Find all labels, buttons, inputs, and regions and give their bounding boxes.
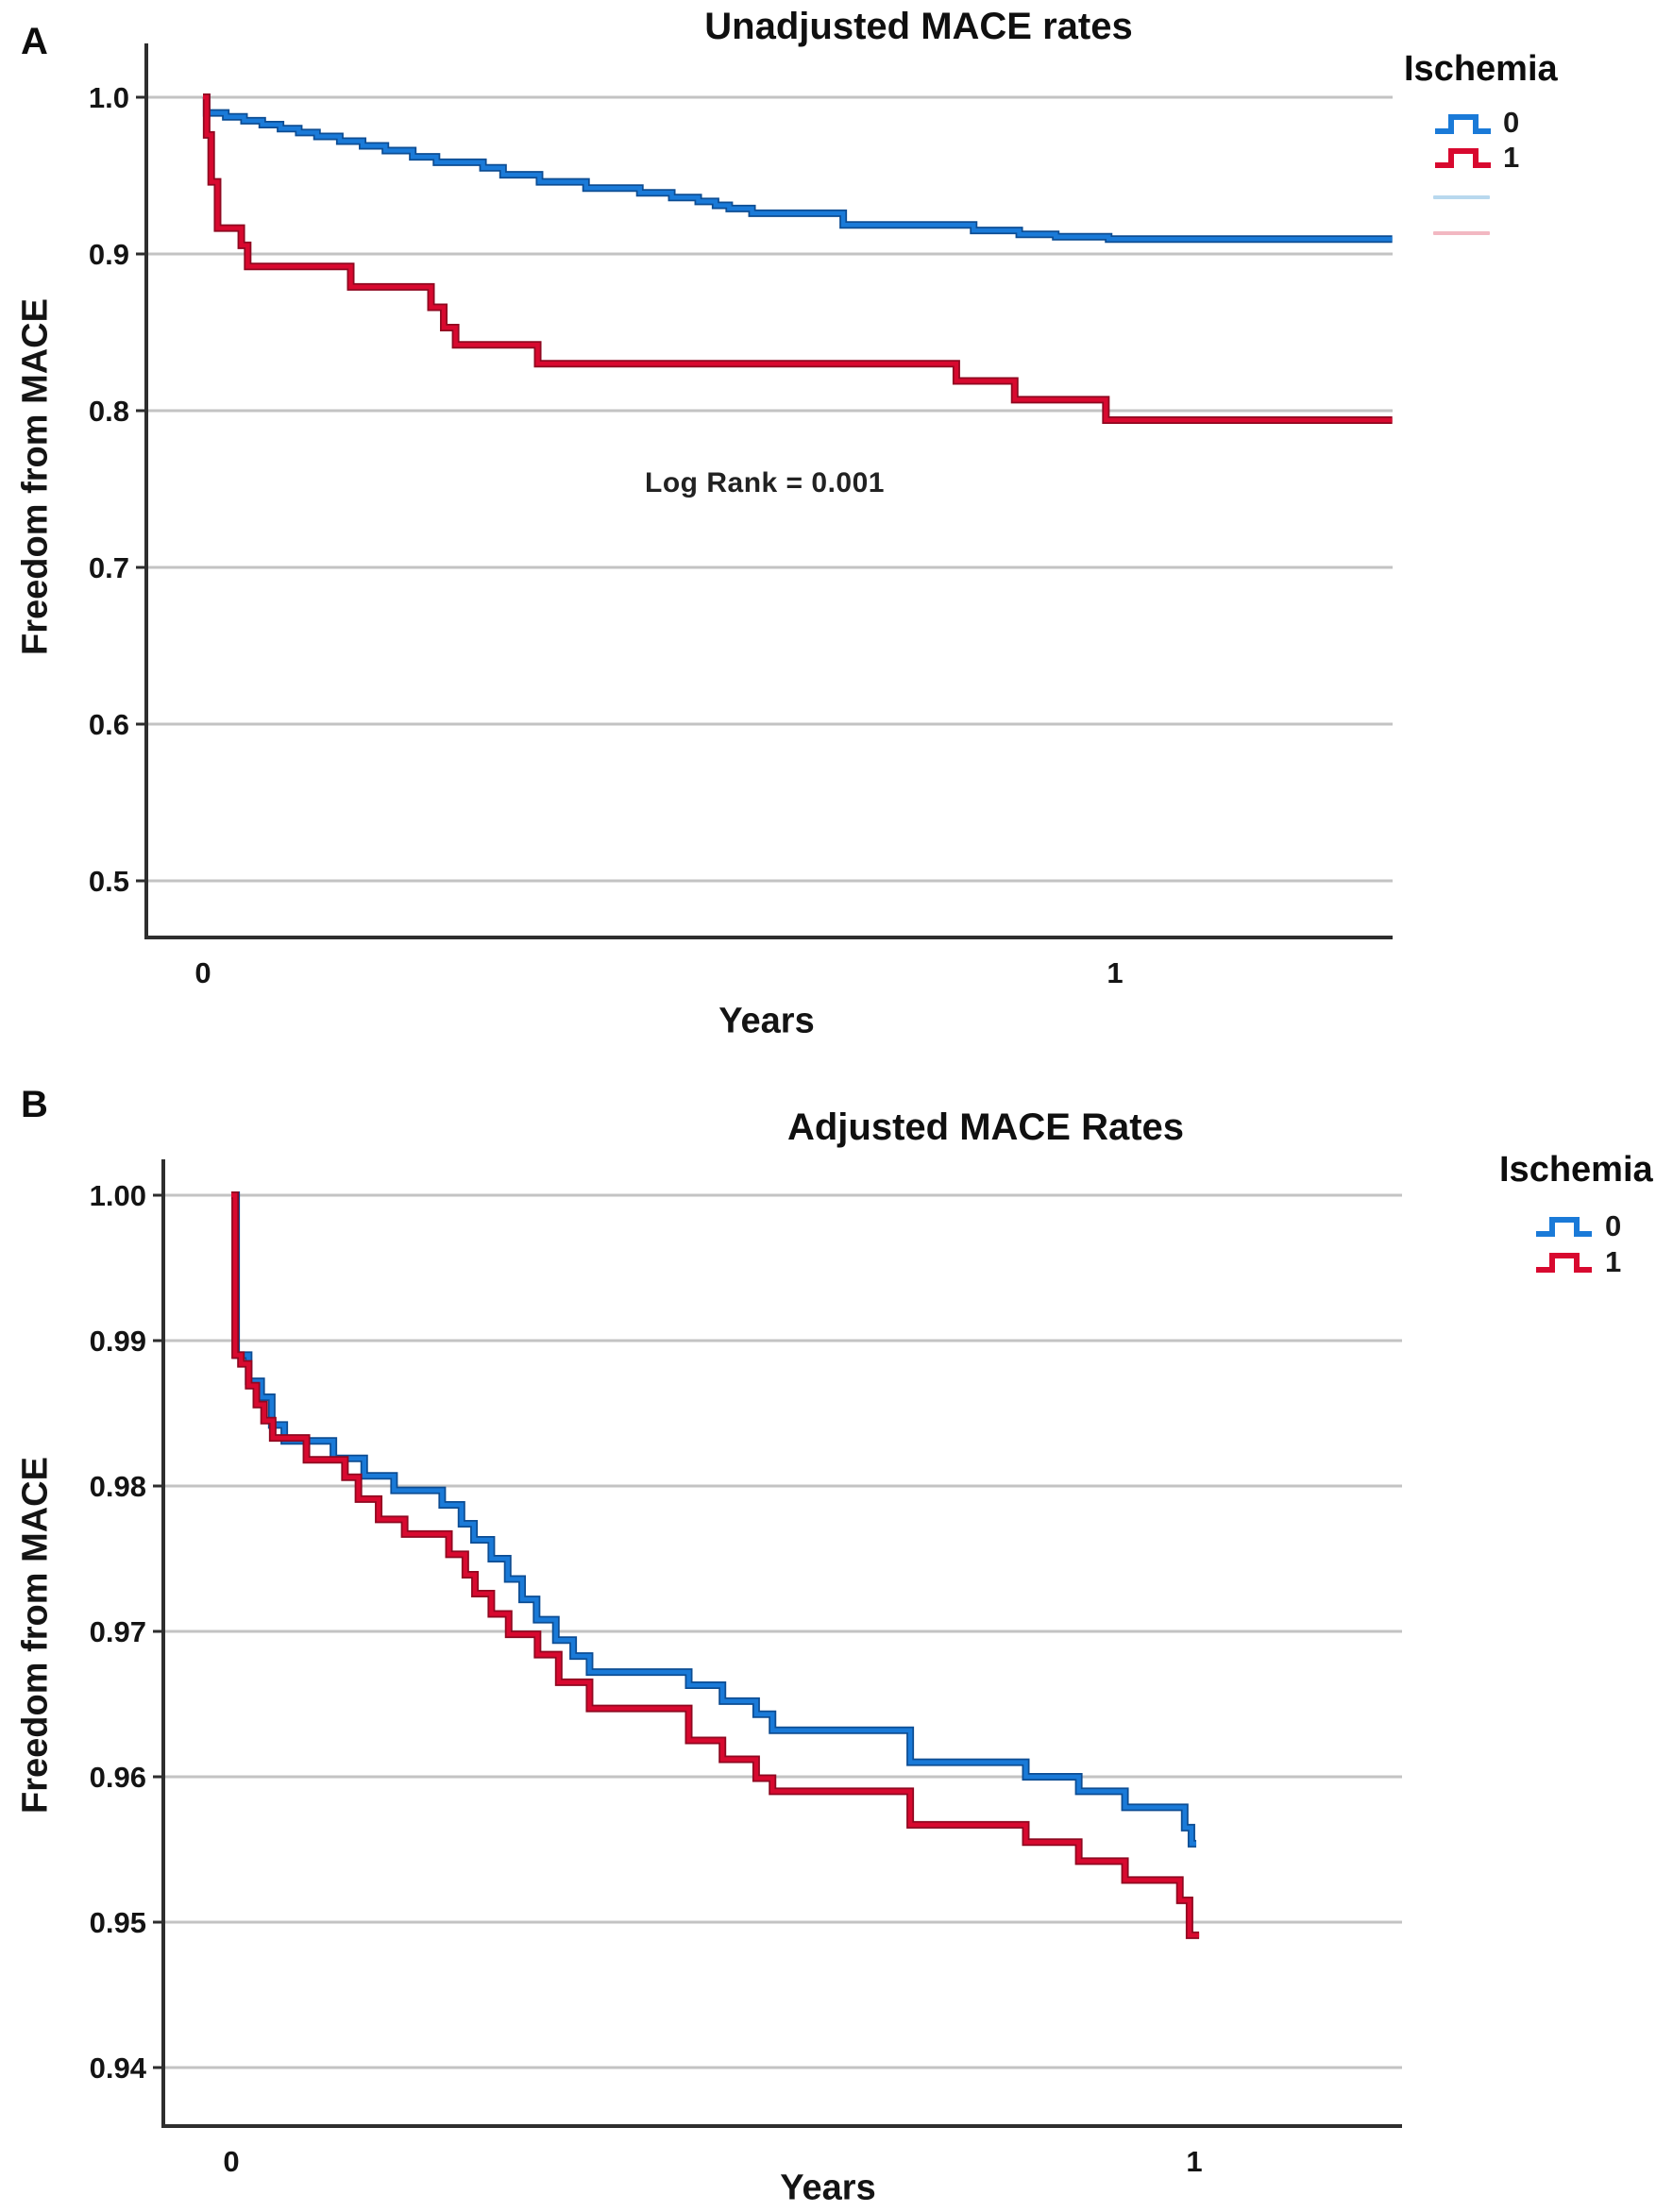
- panel-a-x-axis-label: Years: [718, 1001, 815, 1041]
- panel-b-y-axis-label: Freedom from MACE: [15, 1457, 56, 1814]
- panel-b-legend-title: Ischemia: [1499, 1150, 1653, 1190]
- y-tick-label: 0.98: [90, 1470, 146, 1503]
- y-tick-label: 0.6: [89, 708, 129, 741]
- survival-curve-edge-ischemia-0: [202, 93, 1393, 244]
- y-tick-label: 0.94: [90, 2052, 147, 2085]
- panel-a-y-axis-label: Freedom from MACE: [15, 298, 56, 655]
- panel-a-legend-censored-line-0: [1433, 195, 1490, 199]
- panel-b-letter: B: [21, 1084, 48, 1125]
- panel-b-x-axis-label: Years: [780, 2168, 876, 2208]
- panel-a-letter: A: [21, 21, 48, 62]
- y-tick-label: 0.97: [90, 1615, 146, 1648]
- survival-curve-ischemia-1: [231, 1192, 1200, 1938]
- y-tick-label: 0.96: [90, 1761, 146, 1794]
- panel-a-title: Unadjusted MACE rates: [704, 6, 1133, 47]
- x-tick-label: 0: [223, 2145, 239, 2178]
- step-line-icon: [1536, 1253, 1592, 1273]
- x-tick-label: 1: [1107, 956, 1123, 989]
- panel-b-legend-step-icon-0: [1536, 1217, 1592, 1237]
- panel-a-legend-censored-line-1: [1433, 231, 1490, 235]
- survival-curve-edge-ischemia-1: [231, 1191, 1200, 1939]
- y-tick-label: 0.95: [90, 1906, 146, 1939]
- panel-a-legend-title: Ischemia: [1404, 49, 1558, 89]
- survival-curve-ischemia-1: [203, 94, 1393, 423]
- step-line-icon: [1435, 114, 1491, 134]
- panel-a-legend-label-0: 0: [1503, 106, 1520, 139]
- panel-b-legend-label-0: 0: [1605, 1209, 1622, 1242]
- panel-a-log-rank-annotation: Log Rank = 0.001: [645, 467, 885, 498]
- panel-b-legend-step-icon-1: [1536, 1253, 1592, 1273]
- y-tick-label: 0.99: [90, 1325, 146, 1358]
- step-line-icon: [1435, 148, 1491, 168]
- survival-curve-ischemia-0: [203, 94, 1393, 242]
- y-tick-label: 0.9: [89, 238, 129, 271]
- x-tick-label: 1: [1186, 2145, 1202, 2178]
- y-tick-label: 0.5: [89, 865, 129, 898]
- panel-a-legend-step-icon-1: [1435, 148, 1491, 168]
- step-line-icon: [1536, 1217, 1592, 1237]
- y-tick-label: 1.0: [89, 81, 129, 114]
- x-tick-label: 0: [194, 956, 211, 989]
- y-tick-label: 0.8: [89, 395, 129, 428]
- survival-curve-ischemia-0: [231, 1192, 1197, 1847]
- panel-b-legend-label-1: 1: [1605, 1245, 1622, 1278]
- panel-b-title: Adjusted MACE Rates: [786, 1106, 1185, 1148]
- y-tick-label: 1.00: [90, 1179, 146, 1212]
- panel-a-legend-label-1: 1: [1503, 141, 1520, 174]
- y-tick-label: 0.7: [89, 551, 129, 584]
- panel-a-legend-step-icon-0: [1435, 114, 1491, 134]
